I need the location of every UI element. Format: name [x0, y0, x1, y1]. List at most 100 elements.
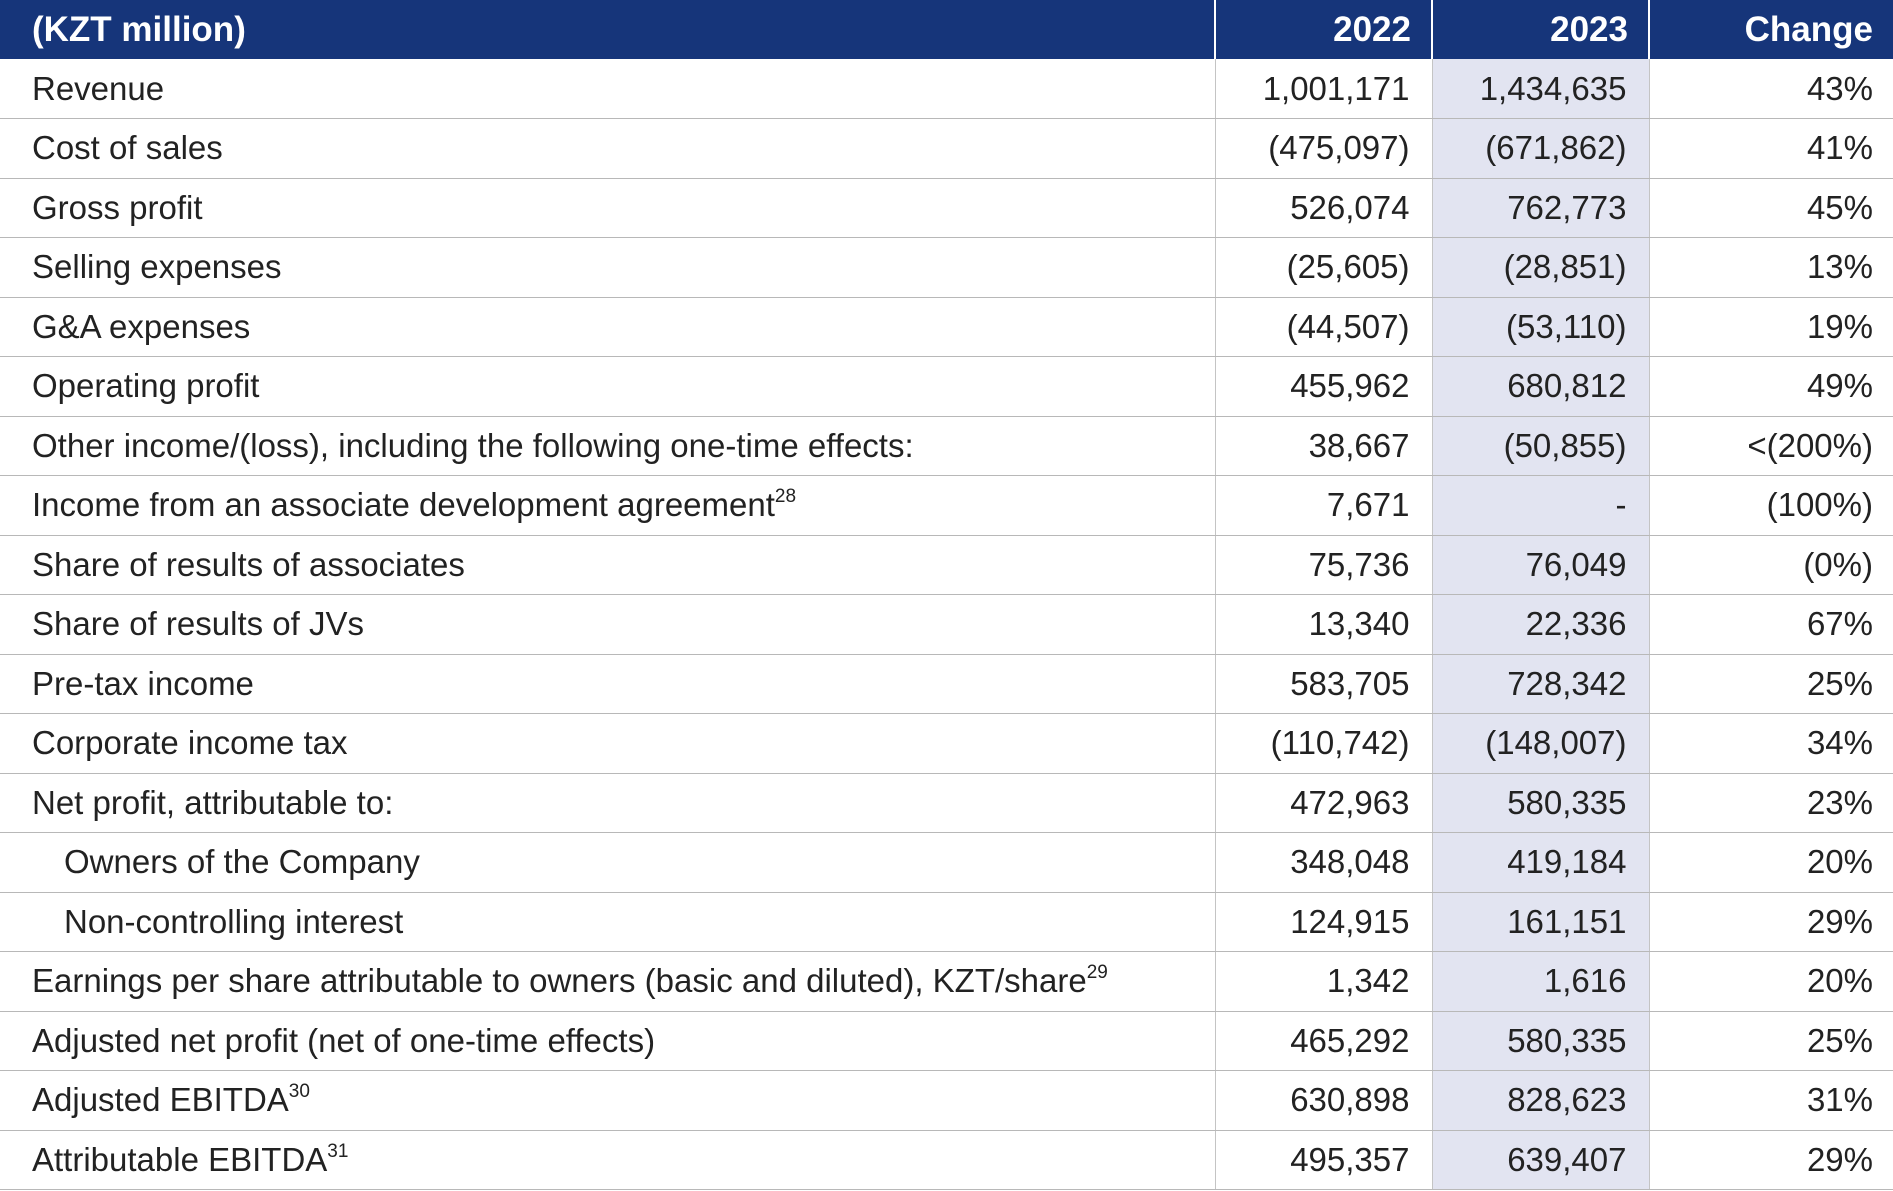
row-label-cell: Net profit, attributable to: — [0, 773, 1216, 833]
table-row: Adjusted net profit (net of one-time eff… — [0, 1011, 1893, 1071]
row-label: Earnings per share attributable to owner… — [32, 962, 1087, 1000]
row-label: Revenue — [32, 69, 165, 107]
value-2022-cell: 465,292 — [1215, 1011, 1433, 1071]
table-row: G&A expenses (44,507) (53,110) 19% — [0, 297, 1893, 357]
row-label-cell: G&A expenses — [0, 297, 1216, 357]
change-cell: 31% — [1649, 1070, 1893, 1131]
row-label: Owners of the Company — [64, 843, 420, 881]
change-cell: <(200%) — [1649, 416, 1893, 476]
row-label: G&A expenses — [32, 307, 251, 345]
value-2023-cell: 828,623 — [1432, 1070, 1650, 1131]
value-2022-cell: 1,001,171 — [1215, 59, 1433, 119]
value-2023-cell: 76,049 — [1432, 535, 1650, 595]
value-2022-cell: 455,962 — [1215, 356, 1433, 417]
footnote-marker: 30 — [288, 1081, 310, 1103]
value-2023-cell: 728,342 — [1432, 654, 1650, 714]
row-label: Share of results of JVs — [32, 605, 364, 643]
row-label-cell: Operating profit — [0, 356, 1216, 417]
table-row: Share of results of JVs 13,340 22,336 67% — [0, 594, 1893, 655]
row-label: Adjusted EBITDA — [32, 1081, 289, 1119]
row-label: Other income/(loss), including the follo… — [32, 426, 914, 464]
value-2023-cell: (50,855) — [1432, 416, 1650, 476]
table-row: Attributable EBITDA31 495,357 639,407 29% — [0, 1130, 1893, 1190]
row-label: Income from an associate development agr… — [32, 486, 775, 524]
value-2023-cell: 161,151 — [1432, 892, 1650, 952]
row-label: Corporate income tax — [32, 724, 348, 762]
row-label-cell: Earnings per share attributable to owner… — [0, 951, 1216, 1012]
table-row: Other income/(loss), including the follo… — [0, 416, 1893, 476]
value-2022-cell: 630,898 — [1215, 1070, 1433, 1131]
table-header-row: (KZT million) 2022 2023 Change — [0, 0, 1893, 59]
change-cell: 25% — [1649, 654, 1893, 714]
row-label-cell: Adjusted EBITDA30 — [0, 1070, 1216, 1131]
value-2023-cell: (148,007) — [1432, 713, 1650, 774]
row-label: Share of results of associates — [32, 545, 465, 583]
year-2023-header: 2023 — [1432, 0, 1650, 59]
row-label-cell: Attributable EBITDA31 — [0, 1130, 1216, 1190]
table-row: Non-controlling interest 124,915 161,151 29… — [0, 892, 1893, 952]
table-row: Income from an associate development agr… — [0, 475, 1893, 536]
row-label-cell: Pre-tax income — [0, 654, 1216, 714]
change-cell: 45% — [1649, 178, 1893, 238]
value-2022-cell: 75,736 — [1215, 535, 1433, 595]
row-label-cell: Gross profit — [0, 178, 1216, 238]
value-2023-cell: 639,407 — [1432, 1130, 1650, 1190]
row-label: Attributable EBITDA — [32, 1140, 328, 1178]
change-cell: 29% — [1649, 892, 1893, 952]
table-row: Pre-tax income 583,705 728,342 25% — [0, 654, 1893, 714]
value-2023-cell: 1,434,635 — [1432, 59, 1650, 119]
footnote-marker: 28 — [774, 486, 797, 508]
value-2023-cell: 22,336 — [1432, 594, 1650, 655]
value-2023-cell: 580,335 — [1432, 1011, 1650, 1071]
footnote-marker: 29 — [1086, 962, 1108, 984]
table-row: Selling expenses (25,605) (28,851) 13% — [0, 237, 1893, 298]
value-2022-cell: 495,357 — [1215, 1130, 1433, 1190]
table-row: Owners of the Company 348,048 419,184 20% — [0, 832, 1893, 893]
change-cell: (0%) — [1649, 535, 1893, 595]
value-2023-cell: (53,110) — [1432, 297, 1650, 357]
row-label: Net profit, attributable to: — [32, 783, 394, 821]
row-label: Pre-tax income — [32, 664, 254, 702]
row-label-cell: Share of results of associates — [0, 535, 1216, 595]
table-row: Cost of sales (475,097) (671,862) 41% — [0, 118, 1893, 179]
value-2022-cell: 526,074 — [1215, 178, 1433, 238]
change-header: Change — [1649, 0, 1893, 59]
change-cell: 43% — [1649, 59, 1893, 119]
change-cell: 13% — [1649, 237, 1893, 298]
value-2022-cell: 348,048 — [1215, 832, 1433, 893]
value-2022-cell: 583,705 — [1215, 654, 1433, 714]
row-label-cell: Adjusted net profit (net of one-time eff… — [0, 1011, 1216, 1071]
year-2022-header: 2022 — [1215, 0, 1433, 59]
value-2023-cell: (671,862) — [1432, 118, 1650, 179]
value-2023-cell: - — [1432, 475, 1650, 536]
value-2022-cell: 7,671 — [1215, 475, 1433, 536]
change-cell: 34% — [1649, 713, 1893, 774]
value-2022-cell: 1,342 — [1215, 951, 1433, 1012]
value-2023-cell: 580,335 — [1432, 773, 1650, 833]
row-label-cell: Income from an associate development agr… — [0, 475, 1216, 536]
change-cell: 23% — [1649, 773, 1893, 833]
change-cell: 67% — [1649, 594, 1893, 655]
footnote-marker: 31 — [327, 1140, 349, 1162]
row-label-cell: Non-controlling interest — [0, 892, 1216, 952]
change-cell: 41% — [1649, 118, 1893, 179]
row-label-cell: Other income/(loss), including the follo… — [0, 416, 1216, 476]
change-cell: 49% — [1649, 356, 1893, 417]
value-2022-cell: (110,742) — [1215, 713, 1433, 774]
change-cell: 20% — [1649, 951, 1893, 1012]
value-2022-cell: (25,605) — [1215, 237, 1433, 298]
value-2023-cell: 762,773 — [1432, 178, 1650, 238]
row-label-cell: Share of results of JVs — [0, 594, 1216, 655]
value-2022-cell: 124,915 — [1215, 892, 1433, 952]
value-2022-cell: 13,340 — [1215, 594, 1433, 655]
value-2022-cell: (475,097) — [1215, 118, 1433, 179]
change-cell: 25% — [1649, 1011, 1893, 1071]
value-2023-cell: (28,851) — [1432, 237, 1650, 298]
row-label-cell: Owners of the Company — [0, 832, 1216, 893]
table-row: Revenue 1,001,171 1,434,635 43% — [0, 59, 1893, 119]
change-cell: (100%) — [1649, 475, 1893, 536]
table-row: Adjusted EBITDA30 630,898 828,623 31% — [0, 1070, 1893, 1131]
table-row: Share of results of associates 75,736 76,0… — [0, 535, 1893, 595]
row-label-cell: Cost of sales — [0, 118, 1216, 179]
